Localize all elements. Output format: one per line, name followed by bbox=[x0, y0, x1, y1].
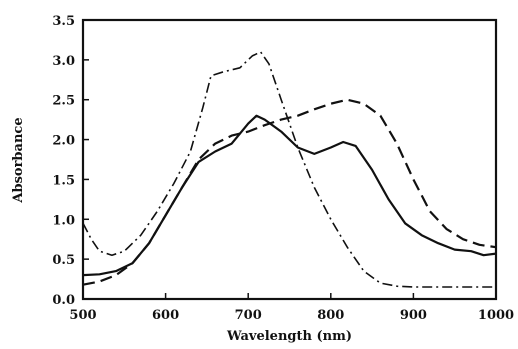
series-line-dashed bbox=[82, 98, 497, 286]
x-axis-title: Wavelength (nm) bbox=[226, 329, 352, 344]
series-line-dashdot bbox=[82, 51, 496, 288]
y-tick-label: 1.5 bbox=[52, 173, 75, 188]
x-axis-ticks: 500 600 700 800 900 1000 bbox=[69, 293, 514, 323]
y-tick-label: 2.5 bbox=[52, 94, 75, 109]
y-tick-label: 2.0 bbox=[52, 134, 75, 149]
x-tick-label: 500 bbox=[69, 308, 96, 323]
y-axis-ticks: 0.0 0.5 1.0 1.5 2.0 2.5 3.0 3.5 bbox=[52, 14, 89, 308]
series-line-solid bbox=[82, 114, 497, 277]
y-tick-label: 3.0 bbox=[52, 54, 75, 69]
y-tick-label: 3.5 bbox=[52, 14, 75, 29]
x-tick-label: 900 bbox=[400, 308, 427, 323]
y-tick-label: 0.0 bbox=[52, 293, 75, 308]
y-tick-label: 0.5 bbox=[52, 253, 75, 268]
x-tick-label: 800 bbox=[317, 308, 344, 323]
x-tick-label: 600 bbox=[152, 308, 179, 323]
x-tick-label: 700 bbox=[235, 308, 262, 323]
series-layer bbox=[82, 51, 497, 288]
y-tick-label: 1.0 bbox=[52, 213, 75, 228]
plot-frame bbox=[81, 18, 498, 301]
x-tick-label: 1000 bbox=[478, 308, 514, 323]
y-axis-title: Absorbance bbox=[11, 117, 26, 203]
